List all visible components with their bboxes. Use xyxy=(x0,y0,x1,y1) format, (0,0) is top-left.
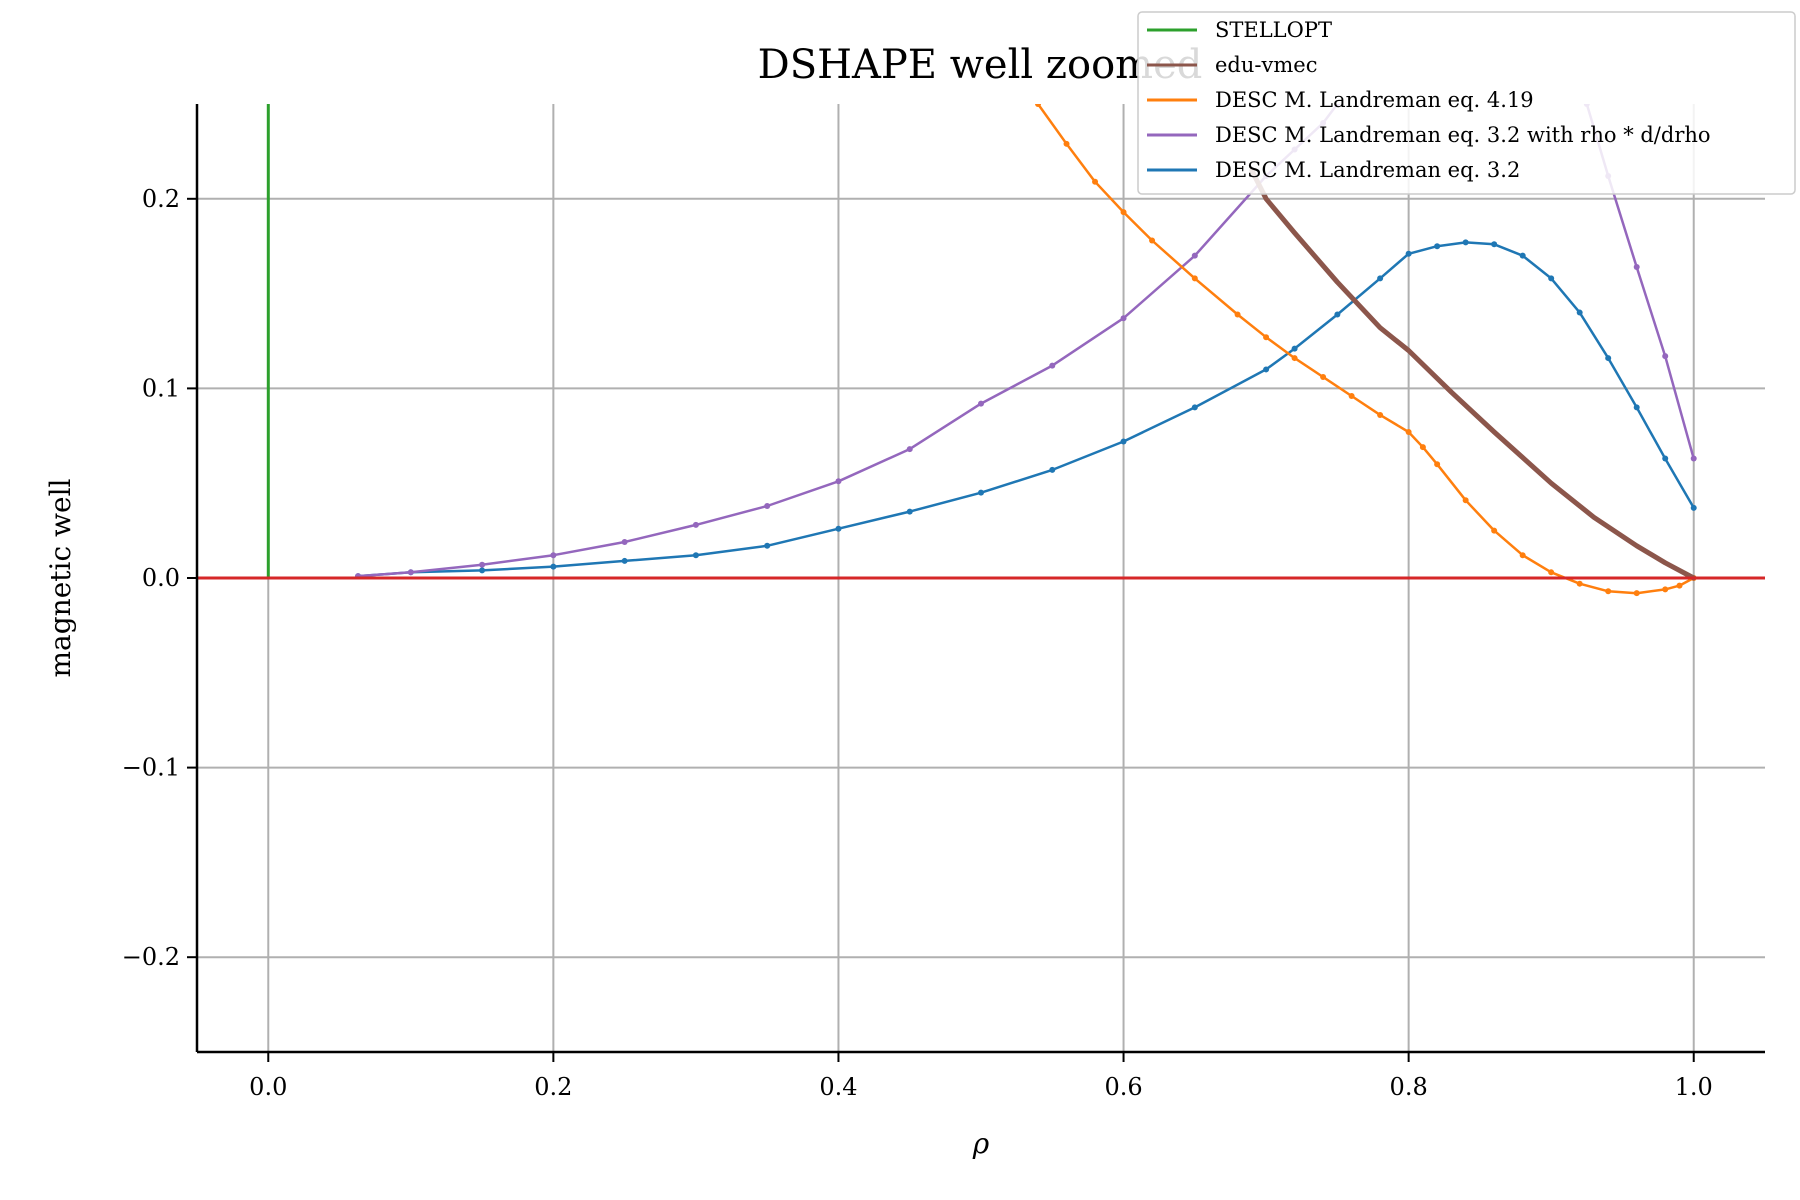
series-point-2 xyxy=(1405,429,1412,436)
y-tick-label: −0.1 xyxy=(122,754,180,782)
tick-layer: 0.0 0.2 0.4 0.6 0.8 1.0 −0.2 −0.1 0.0 0.1 0.2 xyxy=(122,185,1713,1101)
series-point-4 xyxy=(906,508,913,515)
series-point-2 xyxy=(1263,334,1270,341)
series-point-3 xyxy=(1633,264,1640,271)
series-point-4 xyxy=(1434,243,1441,250)
series-point-2 xyxy=(1434,461,1441,468)
series-point-4 xyxy=(1334,311,1341,318)
series-point-3 xyxy=(1049,362,1056,369)
series-point-2 xyxy=(1092,178,1099,185)
series-point-3 xyxy=(479,561,486,568)
series-point-4 xyxy=(1690,504,1697,511)
x-axis-title: ρ xyxy=(972,1127,990,1160)
series-point-4 xyxy=(764,542,771,549)
y-tick-label: −0.2 xyxy=(122,943,180,971)
legend: STELLOPT edu-vmec DESC M. Landreman eq. 4.… xyxy=(1137,11,1796,195)
series-point-3 xyxy=(1191,252,1198,259)
series-point-3 xyxy=(407,569,414,576)
series-point-3 xyxy=(621,538,628,545)
series-point-3 xyxy=(692,521,699,528)
series-point-3 xyxy=(764,502,771,509)
series-point-2 xyxy=(1320,374,1327,381)
series-point-4 xyxy=(550,563,557,570)
x-tick-label: 0.8 xyxy=(1390,1073,1428,1101)
series-point-3 xyxy=(1120,315,1127,322)
series-point-4 xyxy=(1519,252,1526,259)
series-point-3 xyxy=(978,400,984,407)
y-tick-label: 0.0 xyxy=(142,564,180,592)
series-point-4 xyxy=(835,525,842,532)
series-point-2 xyxy=(1291,355,1298,362)
series-point-4 xyxy=(1405,250,1412,257)
x-tick-label: 0.6 xyxy=(1104,1073,1142,1101)
y-tick-label: 0.2 xyxy=(142,185,180,213)
x-tick-label: 1.0 xyxy=(1675,1073,1713,1101)
series-point-4 xyxy=(1191,404,1198,411)
series-point-3 xyxy=(835,478,842,485)
series-point-2 xyxy=(1191,275,1198,282)
legend-label-0: STELLOPT xyxy=(1215,18,1332,42)
series-point-4 xyxy=(1662,455,1669,462)
series-point-2 xyxy=(1120,209,1127,216)
series-point-2 xyxy=(1348,392,1355,399)
series-point-4 xyxy=(1576,309,1583,316)
series-point-2 xyxy=(1491,527,1498,534)
series-point-3 xyxy=(1662,353,1669,360)
legend-label-4: DESC M. Landreman eq. 3.2 xyxy=(1215,158,1520,182)
legend-label-1: edu-vmec xyxy=(1215,53,1317,77)
series-point-2 xyxy=(1063,140,1070,147)
series-point-2 xyxy=(1576,580,1583,587)
series-point-3 xyxy=(550,552,557,559)
series-line-1 xyxy=(1249,167,1697,581)
x-tick-label: 0.2 xyxy=(534,1073,572,1101)
series-point-4 xyxy=(1263,366,1270,373)
legend-label-2: DESC M. Landreman eq. 4.19 xyxy=(1215,88,1534,112)
series-point-4 xyxy=(692,552,699,559)
chart-title: DSHAPE well zoomed xyxy=(758,42,1203,88)
y-axis-title: magnetic well xyxy=(44,478,77,677)
series-line-4 xyxy=(356,241,1695,578)
series-point-3 xyxy=(906,446,913,453)
series-point-2 xyxy=(1149,237,1156,244)
series-point-2 xyxy=(1377,411,1384,418)
series-point-2 xyxy=(1548,569,1555,576)
x-tick-label: 0.0 xyxy=(249,1073,287,1101)
series-point-2 xyxy=(1633,590,1640,597)
series-point-4 xyxy=(1548,275,1555,282)
series-point-2 xyxy=(1605,588,1612,595)
series-point-4 xyxy=(1120,438,1127,445)
series-point-4 xyxy=(621,557,628,564)
series-point-2 xyxy=(1419,444,1426,451)
series-point-4 xyxy=(1462,239,1469,246)
series-point-2 xyxy=(1234,311,1241,318)
series-point-4 xyxy=(1377,275,1384,282)
series-point-4 xyxy=(1491,241,1498,248)
series-point-4 xyxy=(1291,345,1298,352)
series-point-4 xyxy=(978,489,984,496)
x-tick-label: 0.4 xyxy=(819,1073,857,1101)
legend-frame xyxy=(1137,11,1796,195)
y-tick-label: 0.1 xyxy=(142,374,180,402)
series-point-2 xyxy=(1676,582,1683,589)
series-point-2 xyxy=(1519,552,1526,559)
series-point-4 xyxy=(1049,466,1056,473)
series-point-3 xyxy=(1690,455,1697,462)
series-point-4 xyxy=(479,567,486,574)
legend-label-3: DESC M. Landreman eq. 3.2 with rho * d/d… xyxy=(1215,123,1711,147)
series-point-4 xyxy=(1605,355,1612,362)
series-point-2 xyxy=(1035,104,1042,107)
series-point-2 xyxy=(1662,586,1669,593)
series-point-2 xyxy=(1462,497,1469,504)
series-point-4 xyxy=(1633,404,1640,411)
